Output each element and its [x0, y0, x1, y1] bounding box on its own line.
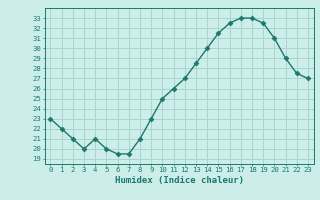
X-axis label: Humidex (Indice chaleur): Humidex (Indice chaleur) [115, 176, 244, 185]
